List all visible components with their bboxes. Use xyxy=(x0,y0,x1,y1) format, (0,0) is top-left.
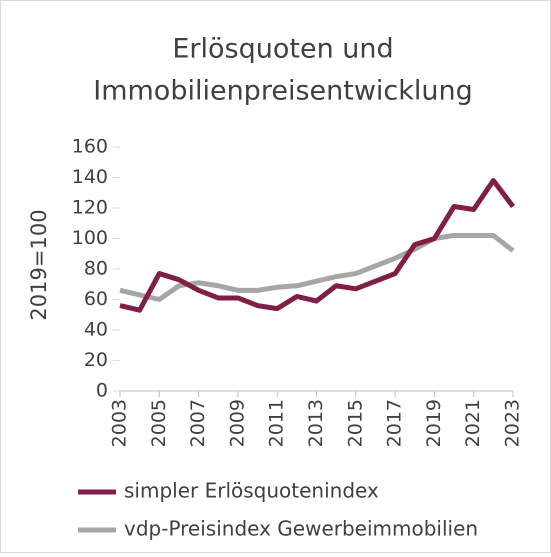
x-tick-label: 2005 xyxy=(148,399,170,447)
x-tick-label: 2013 xyxy=(305,399,327,447)
y-tick-label: 100 xyxy=(72,227,108,249)
x-tick-label: 2009 xyxy=(226,399,248,447)
x-tick-label: 2019 xyxy=(423,399,445,447)
y-tick-label: 120 xyxy=(72,197,108,219)
legend-label: simpler Erlösquotenindex xyxy=(124,479,379,503)
y-tick-label: 20 xyxy=(84,349,108,371)
y-tick-label: 0 xyxy=(96,380,108,402)
y-tick-label: 40 xyxy=(84,319,108,341)
y-tick-label: 60 xyxy=(84,288,108,310)
y-tick-label: 160 xyxy=(72,136,108,158)
chart-title: Immobilienpreisentwicklung xyxy=(93,76,473,107)
x-tick-label: 2007 xyxy=(187,399,209,447)
series-line xyxy=(119,178,515,313)
y-tick-label: 140 xyxy=(72,166,108,188)
y-tick-label: 80 xyxy=(84,258,108,280)
x-tick-label: 2011 xyxy=(266,399,288,447)
chart-title: Erlösquoten und xyxy=(172,34,393,65)
legend-label: vdp-Preisindex Gewerbeimmobilien xyxy=(124,517,478,541)
x-tick-label: 2015 xyxy=(344,399,366,447)
x-tick-label: 2003 xyxy=(109,399,131,447)
x-tick-label: 2021 xyxy=(462,399,484,447)
y-axis-label: 2019=100 xyxy=(27,209,51,320)
x-tick-label: 2023 xyxy=(502,399,524,447)
x-tick-label: 2017 xyxy=(384,399,406,447)
